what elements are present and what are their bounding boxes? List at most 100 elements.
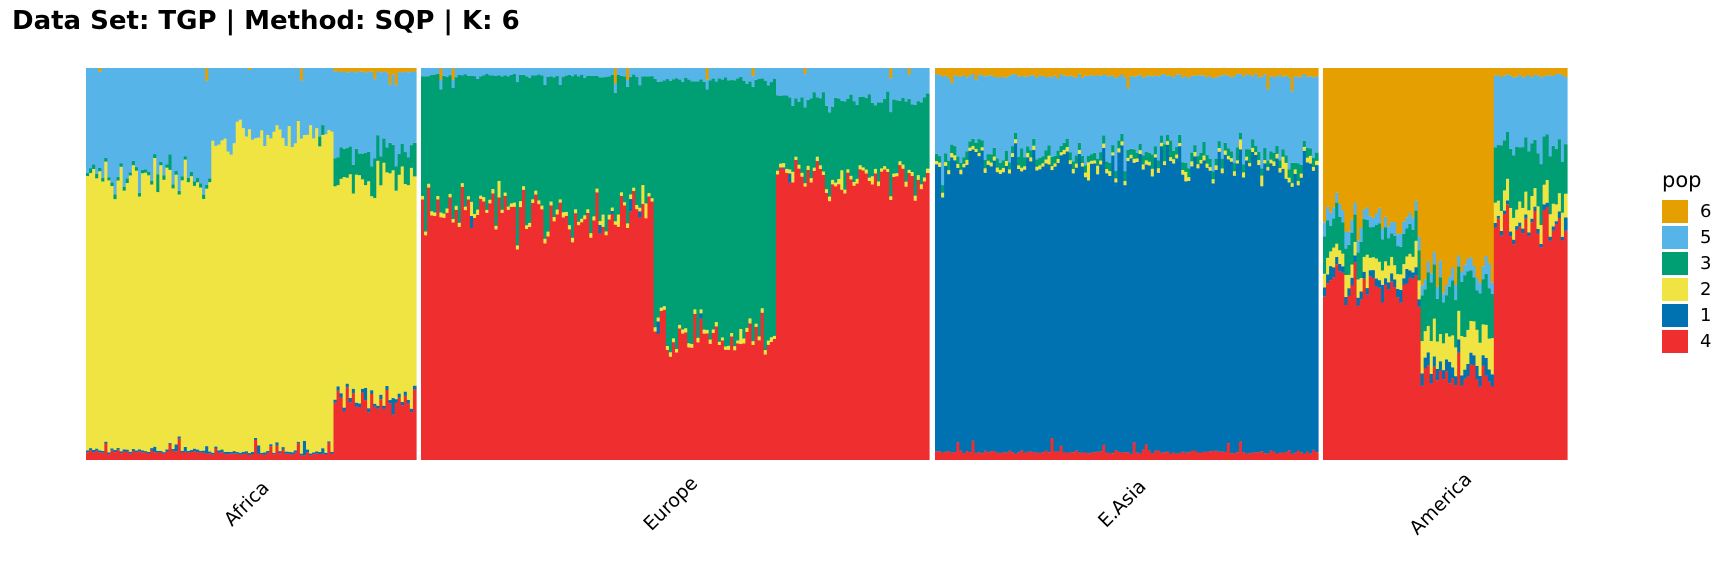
- bar-segment-3: [448, 75, 453, 194]
- bar-segment-1: [1502, 210, 1507, 215]
- bar-segment-4: [388, 403, 393, 460]
- bar-segment-3: [723, 77, 728, 347]
- bar-segment-4: [1014, 453, 1018, 460]
- bar-segment-3: [357, 153, 362, 176]
- bar-segment-3: [1402, 233, 1406, 265]
- bar-segment-5: [766, 68, 771, 86]
- bar-segment-2: [159, 165, 163, 451]
- bar-segment-3: [760, 78, 765, 309]
- bar-segment-4: [463, 210, 468, 460]
- bar-segment-6: [382, 68, 387, 72]
- bar-segment-4: [1481, 365, 1486, 460]
- bar-segment-5: [1441, 293, 1446, 303]
- bar-segment-3: [989, 154, 994, 163]
- bar-segment-3: [953, 146, 957, 156]
- bar-segment-4: [1347, 295, 1352, 460]
- bar-segment-2: [883, 166, 887, 170]
- bar-segment-1: [364, 387, 368, 401]
- bar-segment-4: [92, 452, 96, 460]
- bar-segment-3: [1469, 270, 1474, 321]
- bar-segment-1: [196, 449, 200, 453]
- bar-segment-5: [1512, 77, 1516, 156]
- bar-segment-3: [1254, 145, 1258, 153]
- bar-segment-1: [189, 450, 194, 453]
- bar-segment-2: [373, 197, 377, 404]
- bar-segment-2: [1126, 157, 1131, 162]
- bar-segment-4: [1059, 445, 1064, 460]
- bar-segment-2: [1487, 338, 1492, 370]
- bar-segment-2: [312, 138, 316, 453]
- bar-segment-3: [1132, 149, 1137, 159]
- bar-segment-4: [397, 397, 402, 460]
- bar-segment-5: [1068, 75, 1073, 153]
- bar-segment-3: [439, 89, 444, 213]
- bar-segment-6: [1536, 68, 1541, 76]
- bar-segment-2: [564, 211, 569, 216]
- bar-segment-4: [500, 212, 505, 460]
- bar-segment-4: [1144, 444, 1149, 460]
- bar-segment-3: [668, 80, 673, 353]
- bar-segment-3: [1111, 145, 1115, 153]
- bar-segment-5: [751, 76, 756, 87]
- bar-segment-2: [904, 181, 909, 187]
- bar-segment-4: [870, 184, 875, 460]
- bar-segment-3: [708, 80, 713, 340]
- bar-segment-5: [272, 68, 277, 132]
- bar-segment-1: [330, 451, 335, 454]
- bar-segment-4: [1080, 452, 1085, 460]
- bar-segment-2: [1350, 264, 1355, 278]
- bar-segment-2: [1272, 161, 1277, 166]
- bar-segment-6: [1399, 68, 1403, 234]
- bar-segment-1: [257, 445, 261, 454]
- bar-segment-3: [782, 95, 786, 164]
- bar-segment-4: [1509, 236, 1513, 460]
- bar-segment-5: [782, 68, 786, 96]
- bar-segment-5: [861, 68, 866, 97]
- bar-segment-3: [665, 79, 670, 347]
- bar-segment-5: [125, 68, 130, 179]
- bar-segment-2: [165, 167, 170, 450]
- bar-segment-4: [251, 453, 255, 460]
- bar-segment-2: [1384, 261, 1388, 279]
- bar-segment-3: [619, 75, 624, 193]
- bar-segment-2: [907, 169, 912, 174]
- bar-segment-1: [168, 443, 173, 445]
- bar-segment-4: [1199, 452, 1204, 460]
- bar-segment-1: [1020, 171, 1024, 451]
- bar-segment-1: [272, 452, 277, 455]
- bar-segment-4: [278, 453, 283, 460]
- bar-segment-1: [177, 436, 182, 439]
- bar-segment-6: [1159, 68, 1164, 75]
- bar-segment-4: [257, 453, 261, 460]
- bar-segment-5: [512, 68, 517, 74]
- bar-segment-4: [1123, 452, 1128, 460]
- bar-segment-2: [889, 196, 893, 200]
- bar-segment-3: [922, 97, 927, 178]
- bar-segment-5: [1211, 78, 1216, 172]
- bar-segment-6: [1356, 68, 1361, 241]
- bar-segment-3: [361, 153, 365, 180]
- bar-segment-6: [376, 68, 380, 72]
- bar-segment-3: [174, 170, 179, 175]
- bar-segment-6: [400, 68, 405, 73]
- bar-segment-3: [1162, 144, 1167, 162]
- bar-segment-5: [1478, 282, 1483, 294]
- bar-segment-5: [376, 71, 380, 136]
- bar-segment-3: [754, 79, 759, 324]
- bar-segment-5: [275, 68, 280, 125]
- bar-segment-5: [1090, 75, 1094, 155]
- bar-segment-2: [1314, 160, 1319, 166]
- bar-segment-3: [1341, 222, 1345, 254]
- bar-segment-4: [1260, 451, 1264, 460]
- bar-segment-5: [1172, 77, 1176, 151]
- bar-segment-2: [247, 129, 252, 454]
- bar-segment-2: [266, 134, 270, 451]
- bar-segment-5: [1347, 231, 1352, 245]
- bar-segment-5: [846, 68, 851, 99]
- bar-segment-4: [354, 406, 359, 460]
- bar-segment-1: [974, 151, 979, 453]
- bar-segment-1: [141, 450, 145, 453]
- bar-segment-4: [1214, 450, 1219, 460]
- bar-segment-1: [989, 166, 994, 452]
